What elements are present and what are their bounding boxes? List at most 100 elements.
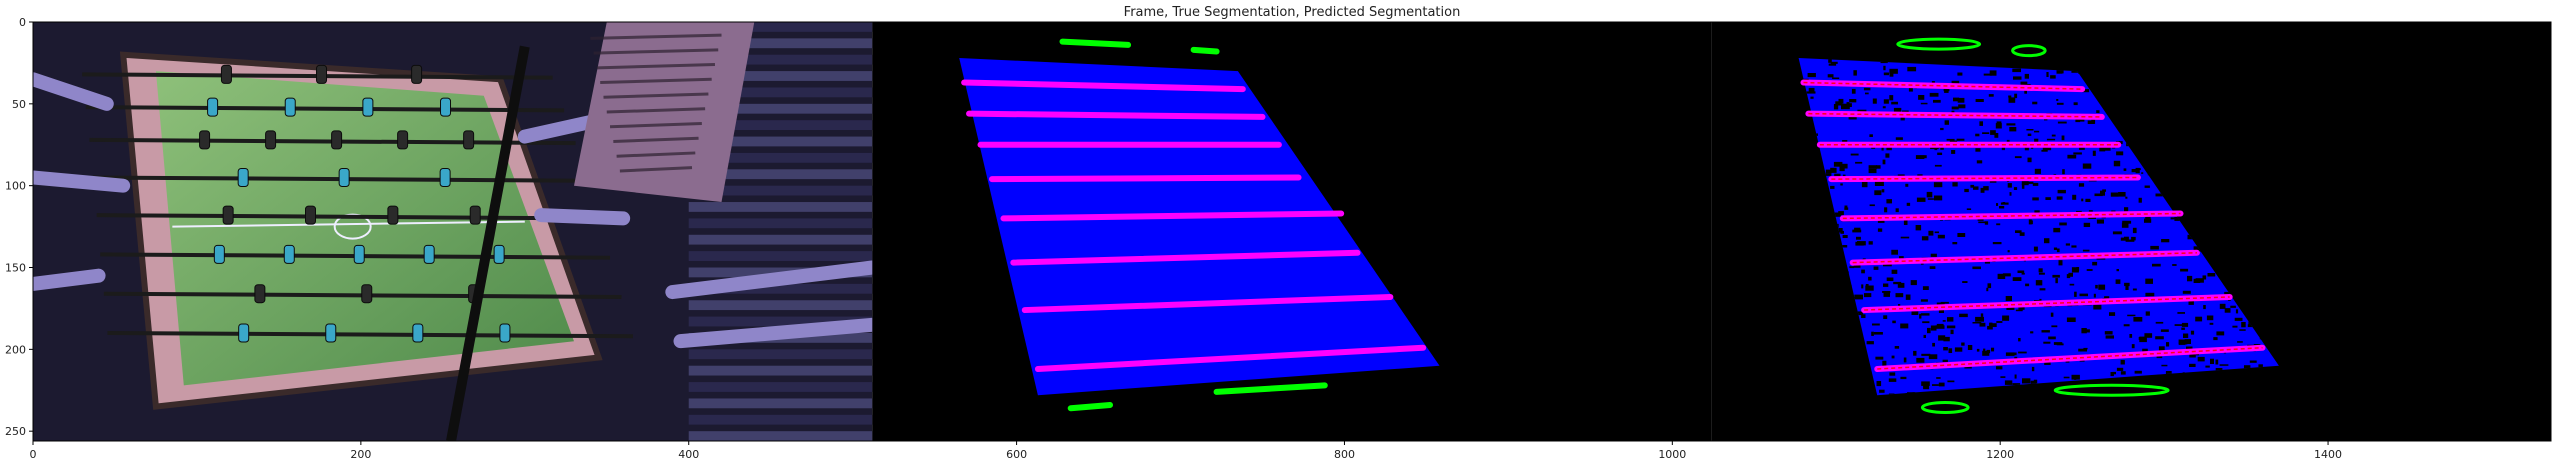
noise-speck — [2083, 329, 2090, 333]
noise-speck — [1889, 95, 1894, 101]
noise-speck — [2002, 202, 2006, 204]
noise-speck — [2017, 270, 2025, 273]
noise-speck — [2069, 283, 2075, 286]
noise-speck — [1903, 220, 1908, 225]
noise-speck — [2182, 290, 2191, 294]
support-bar — [446, 45, 530, 441]
noise-speck — [2102, 145, 2111, 151]
noise-speck — [2013, 76, 2022, 80]
noise-speck — [1895, 293, 1904, 298]
noise-speck — [2121, 222, 2129, 228]
noise-speck — [1958, 104, 1966, 109]
noise-speck — [2008, 97, 2016, 103]
noise-speck — [2053, 247, 2058, 250]
noise-speck — [2112, 231, 2122, 235]
noise-speck — [1956, 138, 1965, 141]
noise-speck — [1889, 68, 1898, 74]
noise-speck — [1932, 342, 1935, 347]
noise-speck — [2152, 263, 2161, 267]
noise-speck — [1992, 242, 2002, 245]
player-figure — [316, 64, 328, 84]
noise-speck — [2051, 325, 2058, 328]
noise-speck — [2178, 339, 2188, 345]
noise-speck — [1934, 195, 1943, 201]
noise-speck — [2032, 197, 2039, 201]
noise-speck — [1929, 92, 1939, 97]
noise-speck — [2155, 321, 2164, 324]
noise-speck — [2085, 198, 2091, 202]
noise-speck — [1972, 266, 1981, 270]
noise-speck — [1875, 356, 1884, 360]
shirt-pattern — [603, 92, 709, 99]
noise-speck — [2006, 306, 2015, 310]
background-streak — [688, 234, 873, 245]
true-marker-mask — [1067, 401, 1114, 412]
noise-speck — [1889, 372, 1896, 376]
shirt-pattern — [619, 166, 693, 173]
noise-speck — [2120, 360, 2125, 365]
noise-speck — [1832, 77, 1840, 79]
noise-speck — [2063, 376, 2070, 379]
y-tick-label: 250 — [5, 425, 26, 438]
noise-speck — [2183, 333, 2189, 338]
true-rod-mask — [1021, 293, 1394, 314]
noise-speck — [1953, 97, 1960, 102]
noise-speck — [2237, 341, 2243, 343]
noise-speck — [2144, 185, 2150, 188]
noise-speck — [2156, 356, 2163, 359]
noise-speck — [2006, 123, 2016, 126]
noise-speck — [1918, 95, 1925, 100]
noise-speck — [1982, 350, 1990, 356]
player-figure — [284, 97, 296, 117]
noise-speck — [2131, 344, 2135, 349]
true-rod-mask — [961, 79, 1246, 93]
noise-speck — [1830, 61, 1838, 64]
noise-speck — [2144, 333, 2153, 338]
player-arm — [33, 268, 106, 291]
noise-speck — [2027, 157, 2032, 163]
true-rod-mask — [1034, 344, 1427, 372]
noise-speck — [2086, 269, 2093, 271]
noise-speck — [1841, 163, 1848, 169]
noise-speck — [2235, 309, 2239, 314]
noise-speck — [1884, 207, 1888, 213]
noise-speck — [1986, 287, 1989, 292]
noise-speck — [2041, 330, 2050, 333]
noise-speck — [1861, 284, 1864, 289]
noise-speck — [1976, 160, 1983, 164]
noise-speck — [1840, 183, 1843, 186]
noise-speck — [2232, 325, 2238, 328]
noise-speck — [1881, 189, 1885, 193]
predicted-rod-edge — [1864, 296, 2230, 311]
noise-speck — [1882, 106, 1886, 109]
noise-speck — [2166, 342, 2170, 347]
true-segmentation-panel — [872, 22, 1712, 441]
noise-speck — [2025, 283, 2030, 287]
noise-speck — [1928, 354, 1938, 360]
noise-speck — [2109, 312, 2116, 316]
noise-speck — [2195, 316, 2203, 322]
noise-speck — [1853, 70, 1857, 76]
noise-speck — [1951, 150, 1956, 154]
noise-speck — [2000, 376, 2006, 378]
noise-speck — [1883, 72, 1889, 76]
noise-speck — [1903, 357, 1907, 363]
noise-speck — [2075, 119, 2081, 123]
noise-speck — [1849, 99, 1857, 103]
player-figure — [469, 205, 481, 225]
player-figure — [439, 167, 451, 187]
noise-speck — [2088, 210, 2093, 212]
background-streak — [688, 169, 873, 180]
noise-speck — [2014, 156, 2022, 159]
noise-speck — [1957, 233, 1966, 237]
noise-speck — [2120, 237, 2127, 241]
noise-speck — [2076, 267, 2080, 272]
noise-speck — [1995, 123, 2002, 129]
noise-speck — [1952, 242, 1958, 245]
axes-frame — [32, 21, 2552, 442]
player-figure — [283, 244, 295, 264]
noise-speck — [2032, 182, 2039, 186]
noise-speck — [1893, 107, 1902, 114]
noise-speck — [1825, 169, 1832, 174]
shirt-pattern — [616, 151, 696, 158]
